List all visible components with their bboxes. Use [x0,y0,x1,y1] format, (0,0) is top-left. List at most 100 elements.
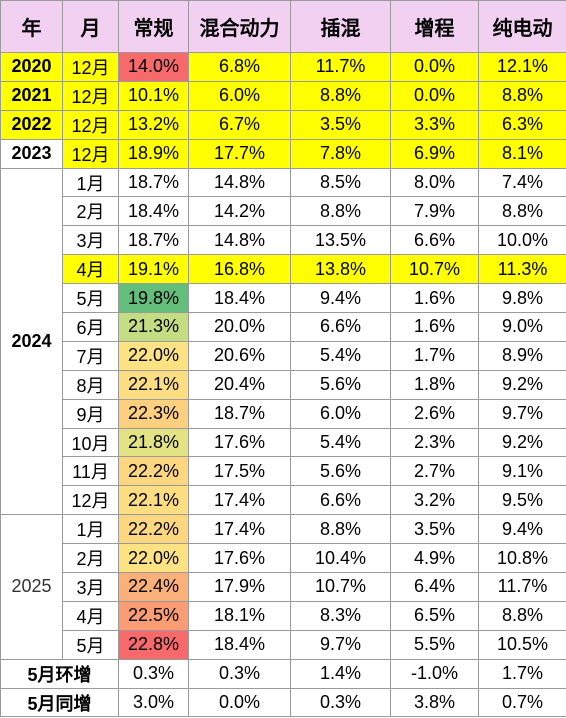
value-cell: 0.0% [188,687,291,718]
value-cell: 5.6% [290,369,391,400]
value-cell: 22.2% [118,456,189,487]
value-cell: 9.2% [478,427,566,458]
data-row: 2月 22.0% 17.6% 10.4% 4.9% 10.8% [1,543,566,574]
year-cell: 2025 [0,514,63,660]
value-cell: 20.4% [188,369,291,400]
value-cell: 18.4% [188,283,291,314]
value-cell: 22.0% [118,340,189,371]
value-cell: 20.6% [188,340,291,371]
value-cell: 6.8% [188,52,291,82]
value-cell: 11.7% [478,572,566,602]
month-cell: 12月 [62,109,119,140]
data-row: 5月 19.8% 18.4% 9.4% 1.6% 9.8% [1,283,566,314]
value-cell: 11.7% [290,52,391,82]
month-cell: 11月 [62,456,119,487]
value-cell: 18.9% [118,138,189,169]
value-cell: 22.3% [118,398,189,429]
header-row: 年月常规 混合动力 插混 增程 纯电动 [0,0,566,53]
value-cell: 8.9% [478,340,566,371]
value-cell: 1.7% [478,658,566,689]
value-cell: 10.7% [290,572,391,602]
month-cell: 2月 [62,543,119,574]
value-cell: 10.4% [290,543,391,574]
data-row: 6月 21.3% 20.0% 6.6% 1.6% 9.0% [1,312,566,342]
value-cell: 8.8% [478,600,566,631]
data-row: 3月 18.7% 14.8% 13.5% 6.6% 10.0% [1,225,566,256]
header-cell: 增程 [390,0,479,53]
footer-row: 5月环增 0.3% 0.3% 1.4% -1.0% 1.7% [0,658,566,689]
value-cell: 13.2% [118,109,189,140]
value-cell: 1.6% [390,283,479,314]
value-cell: 13.8% [290,254,391,285]
value-cell: 6.9% [390,138,479,169]
value-cell: 5.5% [390,629,479,660]
value-cell: 19.1% [118,254,189,285]
value-cell: 18.7% [188,398,291,429]
value-cell: 11.3% [478,254,566,285]
footer-label: 5月环增 [0,658,119,689]
value-cell: 0.3% [188,658,291,689]
value-cell: 17.9% [188,572,291,602]
value-cell: 18.1% [188,600,291,631]
data-row: 2022 12月 13.2% 6.7% 3.5% 3.3% 6.3% [0,109,566,140]
value-cell: 8.3% [290,600,391,631]
data-row: 7月 22.0% 20.6% 5.4% 1.7% 8.9% [1,340,566,371]
month-cell: 2月 [62,196,119,227]
value-cell: 0.0% [390,52,479,82]
value-cell: 9.2% [478,369,566,400]
value-cell: 22.8% [118,629,189,660]
value-cell: 3.3% [390,109,479,140]
value-cell: 9.1% [478,456,566,487]
value-cell: 3.2% [390,485,479,516]
value-cell: 10.8% [478,543,566,574]
value-cell: 2.7% [390,456,479,487]
value-cell: 6.5% [390,600,479,631]
value-cell: 22.1% [118,369,189,400]
month-cell: 6月 [62,312,119,342]
month-cell: 3月 [62,225,119,256]
value-cell: 6.6% [290,312,391,342]
value-cell: 3.0% [118,687,189,718]
value-cell: -1.0% [390,658,479,689]
month-cell: 12月 [62,80,119,111]
data-row: 10月 21.8% 17.6% 5.4% 2.3% 9.2% [1,427,566,458]
value-cell: 8.8% [290,80,391,111]
value-cell: 7.8% [290,138,391,169]
month-cell: 1月 [62,167,119,198]
value-cell: 21.8% [118,427,189,458]
value-cell: 9.4% [290,283,391,314]
value-cell: 8.5% [290,167,391,198]
value-cell: 5.4% [290,427,391,458]
value-cell: 21.3% [118,312,189,342]
value-cell: 17.4% [188,514,291,545]
value-cell: 18.7% [118,225,189,256]
header-cell: 纯电动 [478,0,566,53]
data-row: 2024 1月 18.7% 14.8% 8.5% 8.0% 7.4% [0,167,566,516]
month-cell: 3月 [62,572,119,602]
data-row: 2025 1月 22.2% 17.4% 8.8% 3.5% 9.4% [0,514,566,660]
data-row: 4月 22.5% 18.1% 8.3% 6.5% 8.8% [1,600,566,631]
year-cell: 2020 [0,52,63,82]
value-cell: 22.0% [118,543,189,574]
value-cell: 8.8% [290,514,391,545]
value-cell: 0.7% [478,687,566,718]
value-cell: 3.5% [290,109,391,140]
header-cell: 月 [62,0,119,53]
data-row: 2023 12月 18.9% 17.7% 7.8% 6.9% 8.1% [0,138,566,169]
data-row: 2021 12月 10.1% 6.0% 8.8% 0.0% 8.8% [0,80,566,111]
value-cell: 18.4% [188,629,291,660]
value-cell: 1.7% [390,340,479,371]
value-cell: 18.7% [118,167,189,198]
value-cell: 5.4% [290,340,391,371]
month-cell: 12月 [62,485,119,516]
value-cell: 0.3% [290,687,391,718]
value-cell: 22.1% [118,485,189,516]
value-cell: 0.0% [390,80,479,111]
month-cell: 7月 [62,340,119,371]
value-cell: 14.8% [188,167,291,198]
data-row: 4月 19.1% 16.8% 13.8% 10.7% 11.3% [1,254,566,285]
value-cell: 4.9% [390,543,479,574]
value-cell: 9.7% [478,398,566,429]
value-cell: 9.8% [478,283,566,314]
